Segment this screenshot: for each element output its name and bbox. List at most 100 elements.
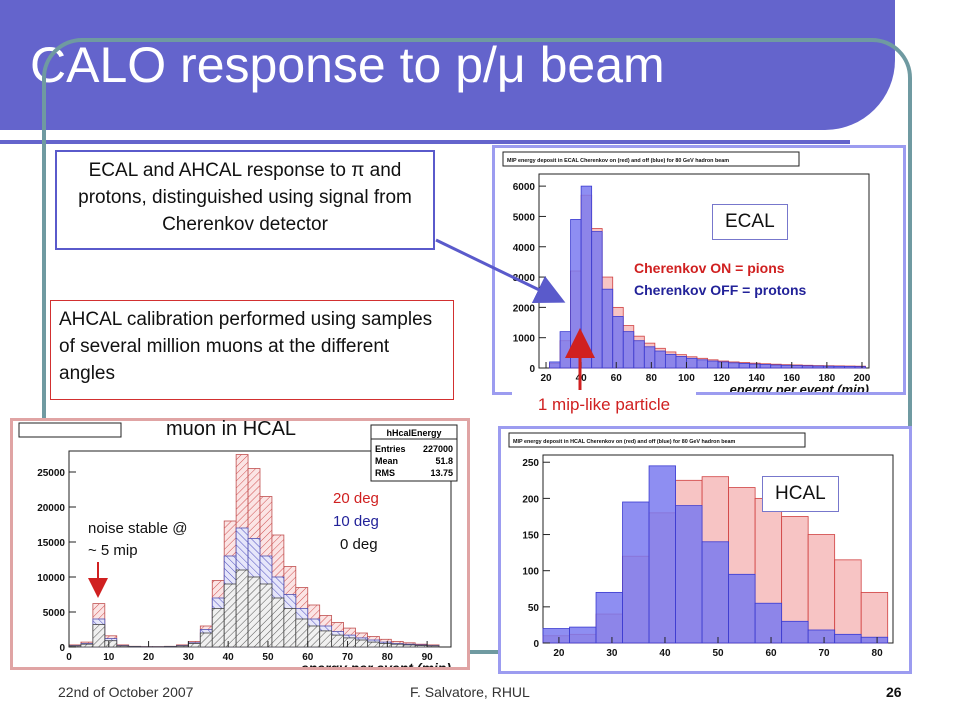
histogram-bar <box>580 185 593 369</box>
histogram-bar <box>80 643 94 648</box>
histogram-bar <box>595 591 623 644</box>
x-tick-label: 160 <box>783 373 800 384</box>
stats-box <box>370 424 458 482</box>
histogram-bar <box>559 331 571 369</box>
histogram-bar <box>801 365 814 369</box>
chart-title: MIP energy deposit in HCAL Cherenkov on … <box>513 439 736 445</box>
y-tick-label: 1000 <box>513 334 536 345</box>
mip-like-label: 1 mip-like particle <box>512 390 696 420</box>
title-bar <box>0 0 895 130</box>
x-tick-label: 30 <box>606 648 618 659</box>
histogram-bar <box>759 364 772 369</box>
x-axis-label: energy per event (mip) <box>301 660 451 667</box>
histogram-bar <box>295 618 309 648</box>
histogram-bar <box>707 360 719 369</box>
histogram-bar <box>854 366 866 369</box>
histogram-bar <box>633 340 645 369</box>
stats-key: Mean <box>375 456 398 466</box>
x-tick-label: 40 <box>576 373 588 384</box>
histogram-bar <box>701 541 730 644</box>
histogram-bar <box>549 361 561 369</box>
stats-value: 51.8 <box>435 456 453 466</box>
histogram-bar <box>271 597 285 648</box>
ecal-callout: ECAL and AHCAL response to π and protons… <box>55 150 435 250</box>
chart-title-box <box>502 151 800 167</box>
histogram-bar <box>622 501 650 644</box>
histogram-bar <box>654 350 666 369</box>
title-underline <box>0 140 850 144</box>
histogram-bar <box>648 465 676 644</box>
y-tick-label: 0 <box>533 639 539 650</box>
x-tick-label: 80 <box>646 373 658 384</box>
deg10-label: 10 deg <box>333 513 379 530</box>
histogram-bar <box>331 634 344 648</box>
footer-author: F. Salvatore, RHUL <box>410 684 530 700</box>
histogram-bar <box>834 559 862 644</box>
histogram-bar <box>247 576 261 648</box>
histogram-bar <box>211 608 225 648</box>
y-tick-label: 200 <box>522 494 539 505</box>
histogram-bar <box>807 629 836 644</box>
histogram-bar <box>791 365 803 369</box>
histogram-bar <box>780 364 793 369</box>
histogram-bar <box>355 639 368 648</box>
histogram-bar <box>402 644 416 648</box>
histogram-bar <box>781 620 809 644</box>
y-tick-label: 15000 <box>37 538 65 549</box>
x-tick-label: 120 <box>713 373 730 384</box>
histogram-bar <box>187 643 201 648</box>
y-tick-label: 20000 <box>37 503 65 514</box>
x-tick-label: 80 <box>382 652 394 663</box>
histogram-bar <box>738 363 751 369</box>
y-tick-label: 150 <box>522 531 539 542</box>
y-tick-label: 5000 <box>43 608 66 619</box>
histogram-bar <box>259 583 273 648</box>
noise-line-2: ~ 5 mip <box>88 542 138 559</box>
histogram-bar <box>833 365 845 369</box>
slide-title: CALO response to p/μ beam <box>30 37 665 93</box>
stats-value: 13.75 <box>430 468 453 478</box>
x-tick-label: 40 <box>223 652 235 663</box>
histogram-bar <box>754 602 783 644</box>
slide-frame <box>42 38 912 654</box>
x-tick-label: 50 <box>712 648 724 659</box>
y-tick-label: 25000 <box>37 468 65 479</box>
x-tick-label: 0 <box>66 652 72 663</box>
hist-name-box <box>18 422 122 438</box>
y-tick-label: 4000 <box>513 243 536 254</box>
histogram-bar <box>612 316 624 369</box>
histogram-bar <box>860 591 889 644</box>
histogram-bar <box>664 353 677 369</box>
stats-key: RMS <box>375 468 395 478</box>
x-tick-label: 60 <box>302 652 314 663</box>
histogram-bar <box>343 637 356 648</box>
histogram-bar <box>728 573 756 644</box>
x-tick-label: 70 <box>818 648 830 659</box>
y-tick-label: 0 <box>59 643 65 654</box>
histogram-bar <box>319 630 333 648</box>
histogram-bar <box>696 359 708 369</box>
footer-date: 22nd of October 2007 <box>58 684 194 700</box>
histogram-bar <box>235 569 249 648</box>
histogram-bar <box>812 365 824 369</box>
y-tick-label: 3000 <box>513 273 536 284</box>
footer-page-number: 26 <box>886 684 902 700</box>
histogram-bar <box>223 583 237 648</box>
y-tick-label: 5000 <box>513 212 536 223</box>
stats-key: Entries <box>375 444 406 454</box>
histogram-bar <box>569 626 597 644</box>
x-axis-label: energy per event (mip) <box>730 382 869 392</box>
y-tick-label: 250 <box>522 458 539 469</box>
histogram-bar <box>390 643 404 648</box>
histogram-bar <box>807 534 836 644</box>
x-tick-label: 140 <box>748 373 765 384</box>
hcal-histogram: MIP energy deposit in HCAL Cherenkov on … <box>508 432 894 659</box>
hcal-plot-panel: MIP energy deposit in HCAL Cherenkov on … <box>498 426 912 674</box>
y-tick-label: 0 <box>529 364 535 375</box>
stats-title: hHcalEnergy <box>386 428 441 438</box>
chart-title-box <box>508 432 806 448</box>
y-tick-label: 10000 <box>37 573 65 584</box>
histogram-bar <box>834 633 862 644</box>
histogram-bar <box>728 362 740 369</box>
y-tick-label: 100 <box>522 567 539 578</box>
